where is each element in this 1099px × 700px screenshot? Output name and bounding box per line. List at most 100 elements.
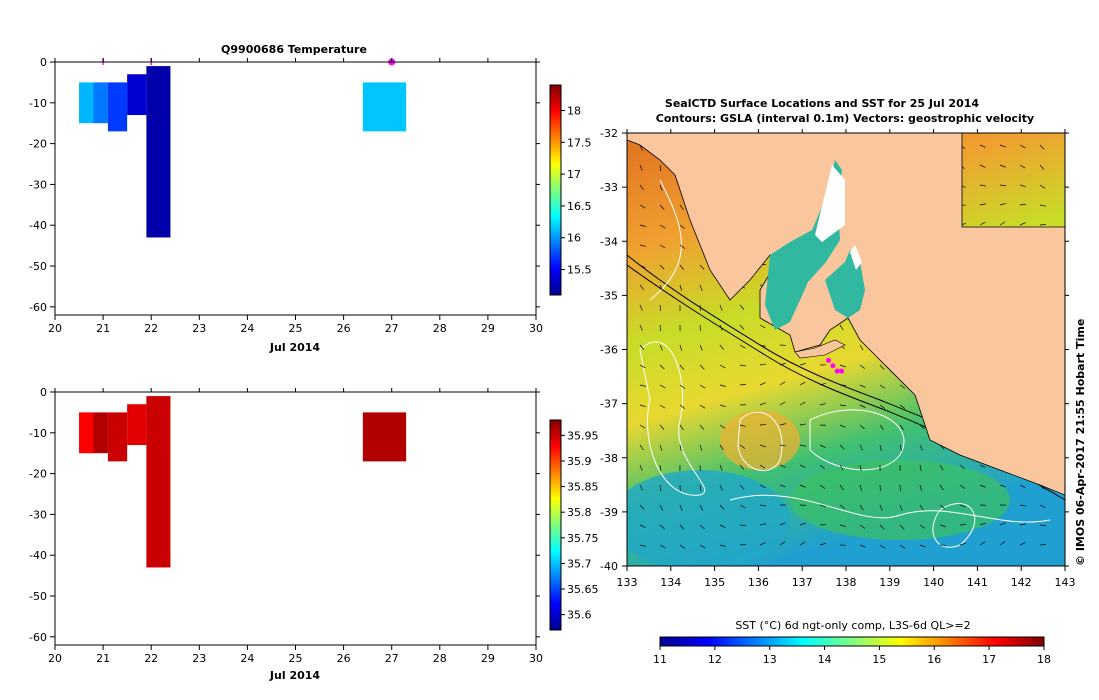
velocity-vector — [699, 344, 703, 351]
velocity-vector — [719, 464, 723, 471]
velocity-vector — [859, 344, 864, 351]
velocity-vector — [659, 244, 666, 249]
velocity-vector — [779, 381, 786, 386]
velocity-vector — [839, 484, 844, 491]
y-tick-label: -20 — [29, 138, 47, 151]
x-tick-label: 23 — [192, 652, 206, 665]
x-tick-label: 30 — [529, 322, 543, 335]
longitude-ticks: 133 134 135 136 137 138 139 140 141 142 143 — [617, 129, 1076, 589]
velocity-vector — [759, 504, 766, 507]
velocity-vector — [939, 524, 946, 527]
x-tick-label: 24 — [240, 652, 254, 665]
velocity-vector — [659, 344, 663, 351]
y-tick-label: -10 — [29, 427, 47, 440]
velocity-vector — [779, 423, 786, 426]
velocity-vector — [659, 364, 665, 370]
velocity-vector — [839, 364, 846, 368]
temperature-colorbar-ticks: 15.5 16 16.5 17 17.5 18 — [561, 104, 592, 277]
velocity-vector — [719, 424, 726, 429]
y-tick-label: -60 — [29, 301, 47, 314]
x-tick-label: 26 — [337, 322, 351, 335]
velocity-vector — [639, 204, 646, 209]
temperature-x-ticks: 20 21 22 23 24 25 26 27 28 29 30 — [48, 58, 543, 335]
colorbar-tick-label: 35.9 — [567, 455, 592, 468]
velocity-vector — [799, 423, 806, 426]
velocity-vector — [719, 344, 725, 350]
velocity-vector — [699, 444, 703, 451]
velocity-vector — [779, 444, 786, 447]
lon-tick-label: 140 — [923, 576, 944, 589]
velocity-vector — [999, 541, 1006, 546]
velocity-vector — [639, 464, 643, 471]
velocity-vector — [739, 424, 746, 427]
velocity-vector — [759, 324, 766, 329]
x-tick-label: 25 — [289, 322, 303, 335]
colorbar-tick-label: 35.85 — [567, 481, 599, 494]
temperature-title: Q9900686 Temperature — [221, 43, 367, 56]
velocity-vector — [779, 401, 786, 406]
seal-locations — [825, 357, 845, 374]
lat-tick-label: -33 — [600, 181, 618, 194]
velocity-vector — [1039, 164, 1045, 170]
velocity-vector — [1019, 504, 1026, 507]
sst-map-panel: SealCTD Surface Locations and SST for 25… — [600, 97, 1087, 666]
x-tick-label: 26 — [337, 652, 351, 665]
colorbar-tick-label: 35.75 — [567, 532, 599, 545]
lon-tick-label: 136 — [748, 576, 769, 589]
velocity-vector — [759, 344, 766, 347]
x-tick-label: 22 — [144, 322, 158, 335]
lon-tick-label: 134 — [660, 576, 681, 589]
lat-tick-label: -39 — [600, 506, 618, 519]
velocity-vector — [879, 424, 884, 431]
velocity-vector — [859, 384, 866, 388]
salinity-cells — [79, 396, 407, 568]
velocity-vector — [659, 404, 666, 409]
velocity-vector — [1019, 204, 1027, 206]
velocity-vector — [659, 204, 665, 210]
x-tick-label: 22 — [144, 652, 158, 665]
velocity-vector — [1019, 542, 1026, 546]
velocity-vector — [639, 284, 644, 290]
sst-colorbar-tick-label: 12 — [708, 653, 722, 666]
velocity-vector — [719, 524, 726, 528]
velocity-vector — [899, 524, 905, 530]
velocity-vector — [699, 284, 703, 291]
gsla-contour-6 — [729, 494, 1051, 523]
velocity-vector — [939, 484, 944, 491]
lat-tick-label: -34 — [600, 235, 618, 248]
sst-colorbar-tick-label: 11 — [653, 653, 667, 666]
temperature-y-ticks: 0 -10 -20 -30 -40 -50 -60 — [29, 56, 540, 314]
velocity-vector — [759, 382, 766, 386]
velocity-vector — [659, 504, 664, 511]
salinity-x-ticks: 20 21 22 23 24 25 26 27 28 29 30 — [48, 388, 543, 665]
velocity-vector — [959, 504, 966, 508]
velocity-vector — [1019, 222, 1026, 226]
velocity-vector — [1019, 523, 1026, 526]
velocity-vector — [679, 264, 684, 270]
velocity-vector — [759, 363, 766, 366]
velocity-vector — [699, 404, 706, 409]
colorbar-tick-label: 18 — [567, 104, 581, 117]
velocity-vector — [919, 444, 923, 451]
velocity-vector — [739, 464, 745, 470]
velocity-vector — [639, 224, 646, 227]
velocity-vector — [739, 444, 746, 449]
x-tick-label: 30 — [529, 652, 543, 665]
profile-cell — [93, 412, 108, 454]
velocity-vector — [1019, 484, 1026, 489]
velocity-vector — [879, 384, 886, 389]
profile-cell — [107, 412, 128, 462]
profile-cell — [107, 82, 128, 132]
velocity-vector — [979, 522, 986, 526]
velocity-vector — [839, 404, 847, 406]
velocity-vector — [999, 522, 1006, 526]
velocity-vector — [1039, 144, 1045, 150]
temperature-cells — [79, 66, 407, 238]
gulf-st-vincent-blank — [850, 245, 862, 270]
velocity-vector — [639, 324, 643, 331]
velocity-vector — [839, 464, 844, 471]
copyright-timestamp: © IMOS 06-Apr-2017 21:55 Hobart Time — [1074, 319, 1087, 566]
sst-colorbar-tick-label: 17 — [982, 653, 996, 666]
velocity-vector — [739, 484, 745, 490]
